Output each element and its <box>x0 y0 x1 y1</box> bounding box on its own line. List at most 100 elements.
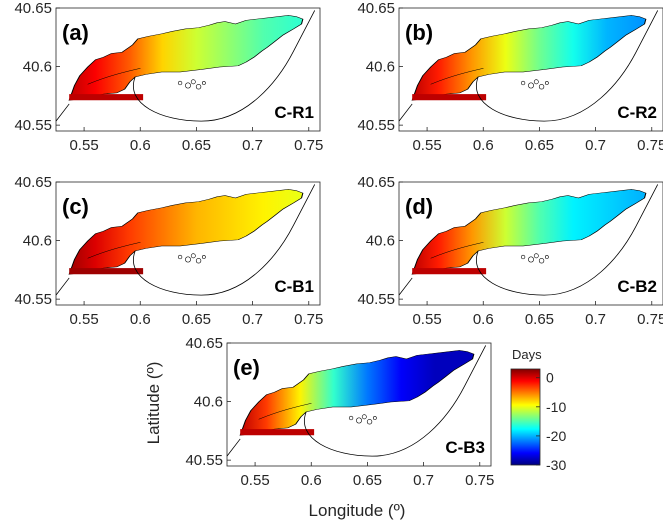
panel-b-scenario-label: C-R2 <box>617 103 657 122</box>
panel-c-contour <box>87 242 141 259</box>
panel-e-island <box>372 416 377 420</box>
panel-b-xtick-label: 0.65 <box>525 137 554 154</box>
panel-c-xtick-label: 0.65 <box>182 311 211 328</box>
panel-e-island <box>348 415 354 421</box>
panel-d-xtick-label: 0.65 <box>525 311 554 328</box>
panel-e-xtick-label: 0.65 <box>353 472 382 489</box>
panel-b-xtick-label: 0.75 <box>637 137 663 154</box>
panel-a-coastline <box>55 10 316 122</box>
panel-b-coastline <box>398 10 659 122</box>
panel-d: 0.55 0.6 0.65 0.7 0.75 40.55 40.6 40.65 (d) C-B2 <box>357 174 663 328</box>
panel-a-island <box>177 80 183 86</box>
panel-d-island <box>544 255 549 259</box>
panel-c-island <box>177 254 183 260</box>
panel-d-ytick-label: 40.55 <box>357 291 395 308</box>
colorbar-tick-label: 0 <box>546 370 554 386</box>
panel-d-island <box>538 258 545 264</box>
panel-d-ytick-label: 40.6 <box>366 233 395 250</box>
panel-a-ytick-label: 40.55 <box>14 117 52 134</box>
panel-a-ytick-label: 40.6 <box>23 59 52 76</box>
panel-b-island <box>533 79 539 85</box>
panel-e-xtick-label: 0.7 <box>413 472 434 489</box>
panel-b-xtick-label: 0.55 <box>412 137 441 154</box>
panel-b-xtick-label: 0.7 <box>585 137 606 154</box>
panel-a-island <box>185 82 191 89</box>
panel-a-xtick-label: 0.6 <box>130 137 151 154</box>
panel-e-xtick-label: 0.75 <box>465 472 494 489</box>
panel-e-island <box>366 419 373 425</box>
panel-b-ytick-label: 40.65 <box>357 0 395 17</box>
panel-b-label: (b) <box>405 20 433 45</box>
panel-d-xtick-label: 0.75 <box>637 311 663 328</box>
panel-d-island <box>528 256 534 263</box>
panel-a-red-corner <box>69 94 144 101</box>
panels-group: 0.55 0.6 0.65 0.7 0.75 40.55 40.6 40.65 (a) C-R1 0… <box>14 0 663 489</box>
panel-e-island <box>356 417 362 424</box>
panel-c-xtick-label: 0.55 <box>69 311 98 328</box>
panel-e-scenario-label: C-B3 <box>445 438 485 457</box>
panel-b-island <box>528 82 534 89</box>
colorbar-tick-label: -30 <box>546 457 566 473</box>
panel-a-label: (a) <box>62 20 89 45</box>
colorbar-tick-label: -20 <box>546 428 566 444</box>
panel-c-island <box>185 256 191 263</box>
panel-c-red-corner <box>69 268 144 275</box>
panel-a-xtick-label: 0.65 <box>182 137 211 154</box>
panel-a-contour <box>87 68 141 85</box>
y-axis-label: Latitude (º) <box>144 362 163 445</box>
panel-b: 0.55 0.6 0.65 0.7 0.75 40.55 40.6 40.65 (b) C-R2 <box>357 0 663 154</box>
panel-d-contour <box>430 242 484 259</box>
panel-c-island <box>195 258 202 264</box>
panel-e-ytick-label: 40.65 <box>185 335 223 352</box>
panel-b-island <box>544 81 549 85</box>
panel-a-island <box>201 81 206 85</box>
panel-a-scenario-label: C-R1 <box>274 103 314 122</box>
panel-a-island <box>190 79 196 85</box>
panel-c-ytick-label: 40.6 <box>23 233 52 250</box>
panel-e-xtick-label: 0.55 <box>240 472 269 489</box>
panel-e-label: (e) <box>233 355 260 380</box>
panel-e-ytick-label: 40.6 <box>194 394 223 411</box>
panel-e: 0.55 0.6 0.65 0.7 0.75 40.55 40.6 40.65 (e) C-B3 <box>185 335 494 489</box>
panel-d-island <box>520 254 526 260</box>
panel-a-ytick-label: 40.65 <box>14 0 52 17</box>
panel-d-label: (d) <box>405 194 433 219</box>
panel-c-coastline <box>55 184 316 296</box>
panel-c-xtick-label: 0.75 <box>294 311 323 328</box>
panel-c-scenario-label: C-B1 <box>274 277 314 296</box>
panel-e-red-corner <box>240 429 315 436</box>
colorbar-tick-label: -10 <box>546 399 566 415</box>
panel-b-xtick-label: 0.6 <box>473 137 494 154</box>
panel-e-contour <box>258 403 312 420</box>
panel-d-xtick-label: 0.7 <box>585 311 606 328</box>
panel-c-island <box>201 255 206 259</box>
panel-a: 0.55 0.6 0.65 0.7 0.75 40.55 40.6 40.65 (a) C-R1 <box>14 0 323 154</box>
panel-c-label: (c) <box>62 194 89 219</box>
panel-b-ytick-label: 40.55 <box>357 117 395 134</box>
panel-b-island <box>520 80 526 86</box>
panel-c-xtick-label: 0.7 <box>242 311 263 328</box>
panel-d-red-corner <box>412 268 487 275</box>
panel-b-ytick-label: 40.6 <box>366 59 395 76</box>
panel-e-island <box>361 414 367 420</box>
panel-b-contour <box>430 68 484 85</box>
panel-c-island <box>190 253 196 259</box>
colorbar-rect <box>510 368 541 466</box>
panel-a-island <box>195 84 202 90</box>
panel-e-coastline <box>226 345 487 457</box>
panel-a-xtick-label: 0.55 <box>69 137 98 154</box>
panel-b-red-corner <box>412 94 487 101</box>
panel-c-xtick-label: 0.6 <box>130 311 151 328</box>
panel-d-ytick-label: 40.65 <box>357 174 395 191</box>
panel-c-ytick-label: 40.55 <box>14 291 52 308</box>
panel-d-xtick-label: 0.55 <box>412 311 441 328</box>
colorbar-title: Days <box>512 347 542 362</box>
panel-a-xtick-label: 0.7 <box>242 137 263 154</box>
panel-d-scenario-label: C-B2 <box>617 277 657 296</box>
panel-d-xtick-label: 0.6 <box>473 311 494 328</box>
panel-e-ytick-label: 40.55 <box>185 452 223 469</box>
panel-c-ytick-label: 40.65 <box>14 174 52 191</box>
panel-d-island <box>533 253 539 259</box>
panel-e-xtick-label: 0.6 <box>301 472 322 489</box>
